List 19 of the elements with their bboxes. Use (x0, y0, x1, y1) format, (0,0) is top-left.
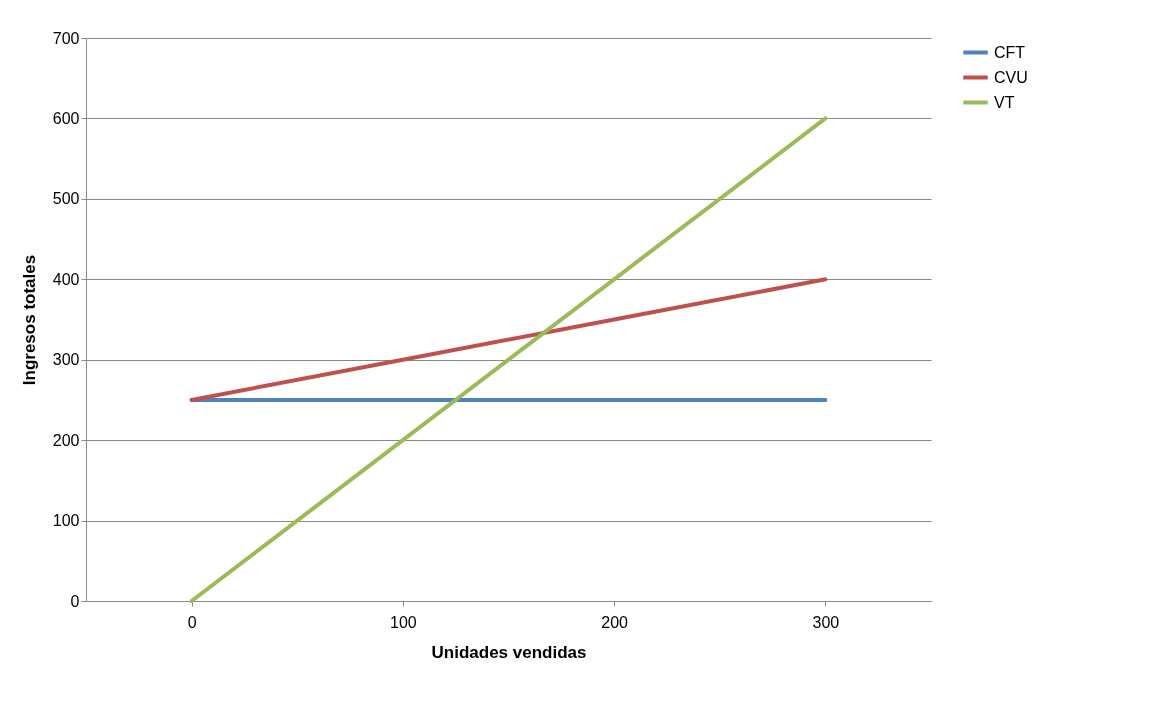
y-tick-label: 0 (70, 592, 80, 610)
y-tick-label: 500 (52, 190, 80, 208)
legend-label: CFT (994, 43, 1026, 61)
x-tick-label: 200 (601, 613, 629, 631)
x-tick-label: 100 (390, 613, 417, 631)
x-axis-title: Unidades vendidas (431, 642, 587, 662)
line-series (189, 277, 828, 402)
y-tick-label: 300 (52, 351, 80, 369)
legend-label: CVU (994, 68, 1028, 86)
y-tick-label: 700 (52, 29, 80, 47)
legend-label: VT (994, 93, 1015, 111)
line-series (189, 116, 828, 603)
x-tick-label: 0 (187, 613, 197, 631)
y-tick-label: 600 (52, 109, 80, 127)
y-tick-label: 100 (52, 512, 80, 530)
x-tick-label: 300 (812, 613, 840, 631)
y-tick-label: 200 (52, 431, 80, 449)
y-axis-title: Ingresos totales (19, 254, 39, 386)
y-tick-label: 400 (52, 270, 80, 288)
